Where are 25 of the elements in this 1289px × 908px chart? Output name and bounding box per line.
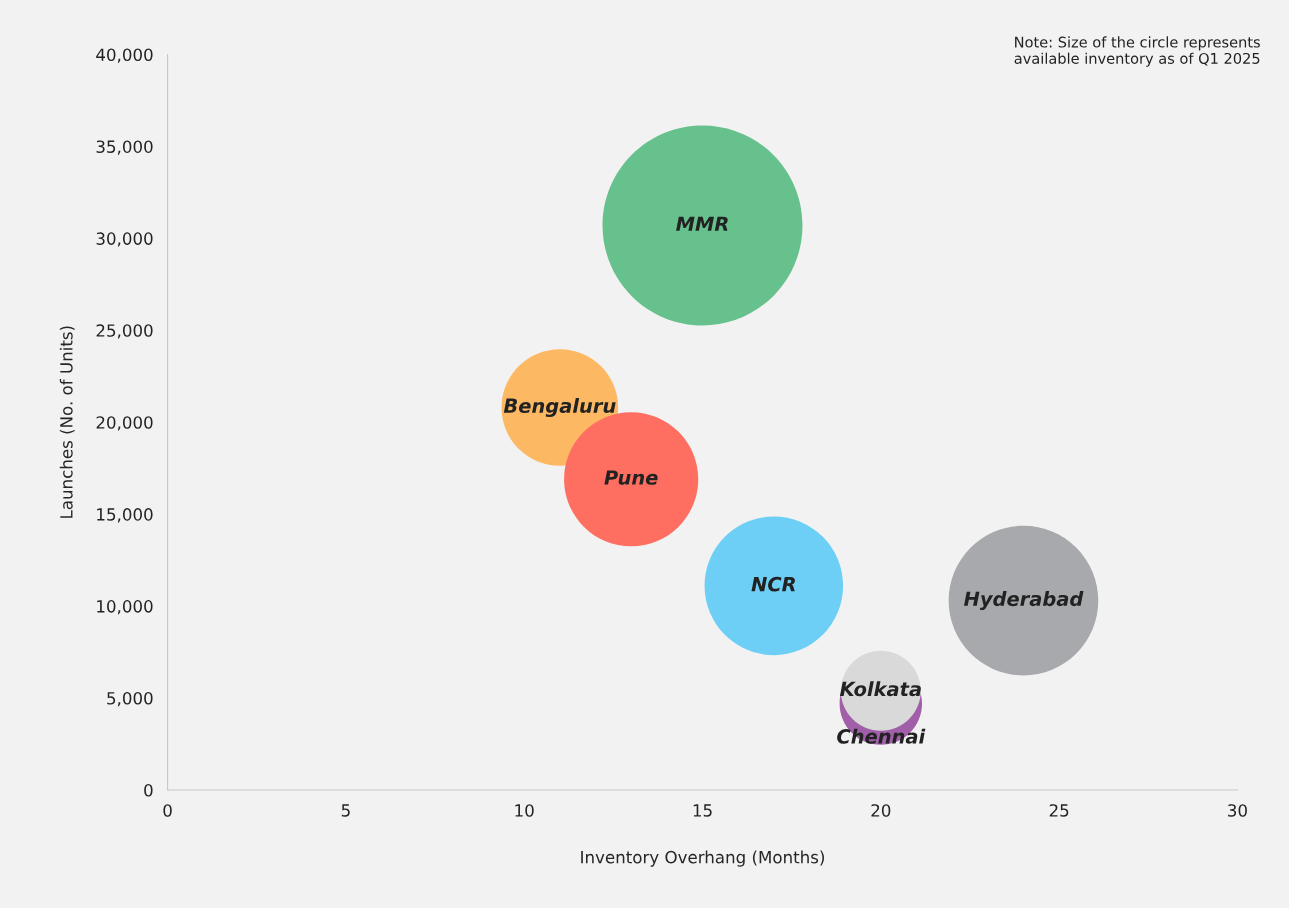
y-axis-title: Launches (No. of Units) xyxy=(59,326,75,518)
x-tick-label: 25 xyxy=(1049,804,1069,817)
annotation: Note: Size of the circle represents available inventory as of Q1 2025 xyxy=(1014,36,1260,67)
x-tick-label: 20 xyxy=(871,804,891,817)
x-tick-label: 30 xyxy=(1228,804,1247,817)
y-tick-label: 5,000 xyxy=(107,691,153,707)
y-tick-label: 40,000 xyxy=(96,48,153,63)
series-label: Hyderabad xyxy=(964,591,1084,611)
y-tick-label: 0 xyxy=(144,783,153,797)
series-label: Bengaluru xyxy=(503,398,616,417)
y-tick-label: 20,000 xyxy=(96,416,153,431)
series-label: MMR xyxy=(676,216,728,231)
y-tick-label: 15,000 xyxy=(97,508,153,523)
y-tick-label: 25,000 xyxy=(96,324,153,339)
series-label: NCR xyxy=(751,576,795,592)
x-tick-label: 15 xyxy=(693,804,712,817)
x-tick-label: 10 xyxy=(515,804,534,817)
x-axis-title: Inventory Overhang (Months) xyxy=(581,850,824,867)
x-tick-label: 0 xyxy=(163,804,172,817)
y-tick-label: 35,000 xyxy=(96,140,153,155)
series-label: Pune xyxy=(604,470,658,485)
y-tick-label: 10,000 xyxy=(97,600,153,615)
series-label: Kolkata xyxy=(839,681,921,697)
y-tick-label: 30,000 xyxy=(96,232,153,247)
x-tick-label: 5 xyxy=(341,804,350,817)
